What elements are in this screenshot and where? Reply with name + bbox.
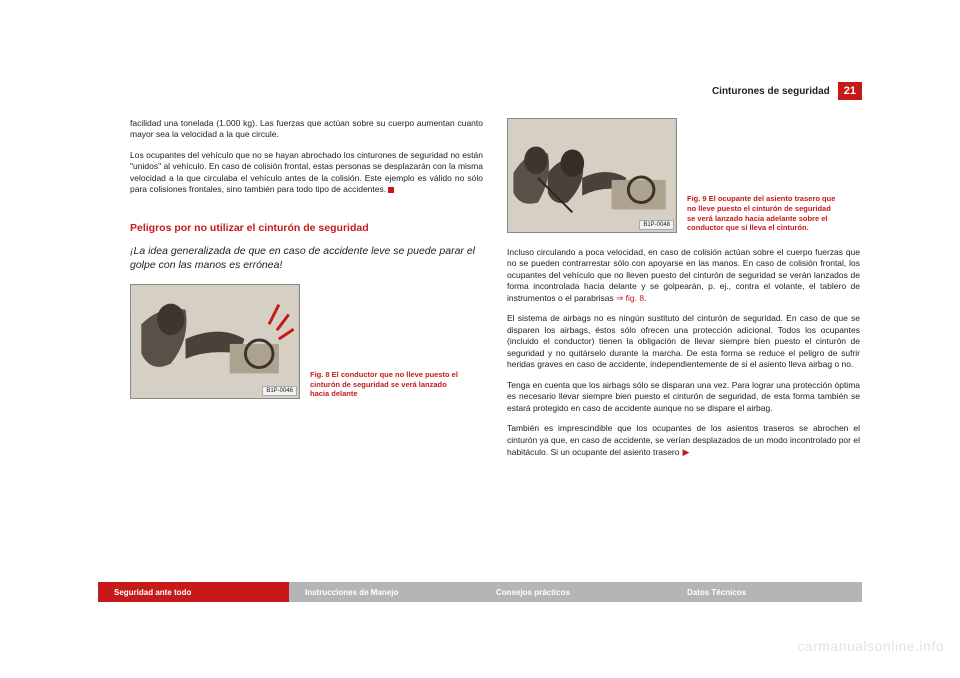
figure-8-caption: Fig. 8 El conductor que no lleve puesto …	[310, 370, 460, 399]
section-title: Cinturones de seguridad	[712, 86, 830, 97]
figure-8-image: B1P-0046	[130, 284, 300, 399]
rear-passenger-crash-illustration	[508, 119, 676, 232]
figure-8: B1P-0046 Fig. 8 El conductor que no llev…	[130, 284, 483, 399]
section-subheading: ¡La idea generalizada de que en caso de …	[130, 244, 483, 272]
footer-tabs: Seguridad ante todo Instrucciones de Man…	[98, 582, 862, 602]
left-column: facilidad una tonelada (1.000 kg). Las f…	[130, 118, 483, 459]
footer-tab[interactable]: Consejos prácticos	[480, 582, 671, 602]
figure-9-caption: Fig. 9 El ocupante del asiento trasero q…	[687, 194, 837, 233]
paragraph: Tenga en cuenta que los airbags sólo se …	[507, 380, 860, 414]
footer-tab[interactable]: Instrucciones de Manejo	[289, 582, 480, 602]
paragraph-text: .	[644, 293, 646, 303]
right-column: B1P-0048 Fig. 9 El ocupante del asiento …	[507, 118, 860, 459]
footer-tab[interactable]: Datos Técnicos	[671, 582, 862, 602]
section-heading: Peligros por no utilizar el cinturón de …	[130, 222, 483, 234]
watermark: carmanualsonline.info	[797, 638, 944, 654]
figure-reference-link[interactable]: ⇒ fig. 8	[616, 293, 644, 303]
figure-9-image: B1P-0048	[507, 118, 677, 233]
continue-arrow-icon: ▶	[682, 446, 689, 458]
paragraph: Los ocupantes del vehículo que no se hay…	[130, 150, 483, 196]
paragraph: facilidad una tonelada (1.000 kg). Las f…	[130, 118, 483, 141]
paragraph: Incluso circulando a poca velocidad, en …	[507, 247, 860, 304]
content-area: facilidad una tonelada (1.000 kg). Las f…	[130, 118, 860, 459]
figure-9: B1P-0048 Fig. 9 El ocupante del asiento …	[507, 118, 860, 233]
paragraph: El sistema de airbags no es ningún susti…	[507, 313, 860, 370]
footer-tab-active[interactable]: Seguridad ante todo	[98, 582, 289, 602]
page-number: 21	[838, 82, 862, 100]
manual-page: Cinturones de seguridad 21 facilidad una…	[0, 0, 960, 678]
paragraph: También es imprescindible que los ocupan…	[507, 423, 860, 458]
driver-crash-illustration	[131, 285, 299, 398]
page-header: Cinturones de seguridad 21	[712, 82, 862, 100]
paragraph-text: Los ocupantes del vehículo que no se hay…	[130, 150, 483, 194]
end-marker-icon	[388, 187, 394, 193]
paragraph-text: Incluso circulando a poca velocidad, en …	[507, 247, 860, 303]
figure-8-code: B1P-0046	[262, 386, 297, 396]
figure-9-code: B1P-0048	[639, 220, 674, 230]
